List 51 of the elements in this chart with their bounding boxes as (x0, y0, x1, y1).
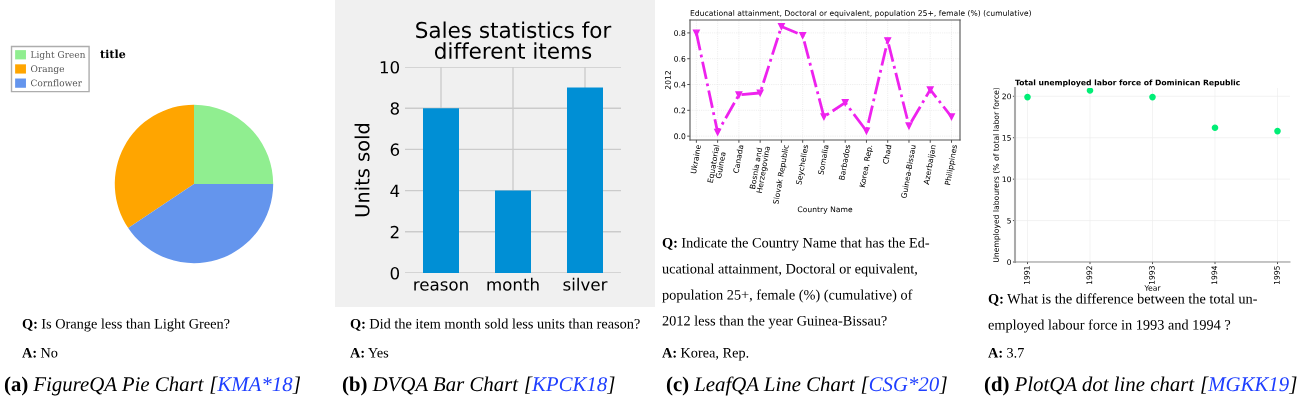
bar (423, 108, 459, 273)
point (905, 122, 913, 130)
pie-slice (114, 104, 194, 229)
point (714, 128, 722, 136)
point (841, 99, 849, 107)
text: (d) PlotQA dot line chart [MGKK19] (984, 376, 1297, 396)
x-tick-label: silver (563, 277, 608, 291)
point (820, 113, 828, 121)
point (926, 86, 934, 94)
point (1086, 88, 1094, 94)
y-tick-label: 6 (390, 143, 400, 156)
bar (495, 190, 531, 273)
y-tick-label: 10 (380, 60, 400, 74)
y-tick-label: 8 (390, 102, 399, 115)
x-tick-label: month (487, 277, 539, 291)
point (799, 32, 807, 39)
y-tick-label: 2 (390, 225, 399, 239)
text: A: Yes (350, 348, 389, 358)
text: Q: Did the item month sold less units than reason? (350, 318, 640, 331)
point (862, 127, 870, 135)
chart-title: Sales statistics for different items (416, 21, 612, 59)
point (777, 22, 785, 30)
point (692, 29, 700, 37)
point (1211, 124, 1219, 132)
bar (567, 87, 603, 273)
pie-slice (194, 104, 274, 184)
x-tick-label: reason (414, 281, 468, 291)
text: Q: What is the difference between the total un- employed labour force in 1993 and 1994 ? (988, 293, 1257, 333)
text: (b) DVQA Bar Chart [KPCK18] (342, 376, 615, 396)
point (1149, 93, 1156, 101)
text: Q: Is Orange less than Light Green? (22, 318, 230, 332)
text: A: Korea, Rep. (662, 348, 749, 361)
text: A: 3.7 (988, 347, 1024, 358)
y-axis-title: Units sold (354, 123, 370, 217)
legend-label: Light Green (30, 50, 86, 60)
point (1274, 127, 1281, 135)
legend-label: Cornflower (30, 79, 82, 87)
text: (c) LeafQA Line Chart [CSG*20] (666, 376, 947, 396)
y-tick-label: 0 (390, 266, 400, 280)
y-tick-label: 4 (390, 184, 400, 197)
text: A: No (22, 348, 58, 358)
point (735, 91, 743, 99)
point (1024, 93, 1031, 101)
point (756, 89, 764, 97)
point (884, 37, 892, 45)
chart-title: title (100, 49, 126, 59)
pie-slice (128, 184, 274, 264)
point (948, 113, 955, 121)
text: Q: Indicate the Country Name that has the Ed- ucational attainment, Doctoral or equivalent, population 25+, female (%) (cumulative) of 2012 less than the year Guinea-Bissau? (662, 237, 930, 329)
legend-label: Orange (30, 65, 65, 74)
text: (a) FigureQA Pie Chart [KMA*18] (4, 376, 301, 396)
